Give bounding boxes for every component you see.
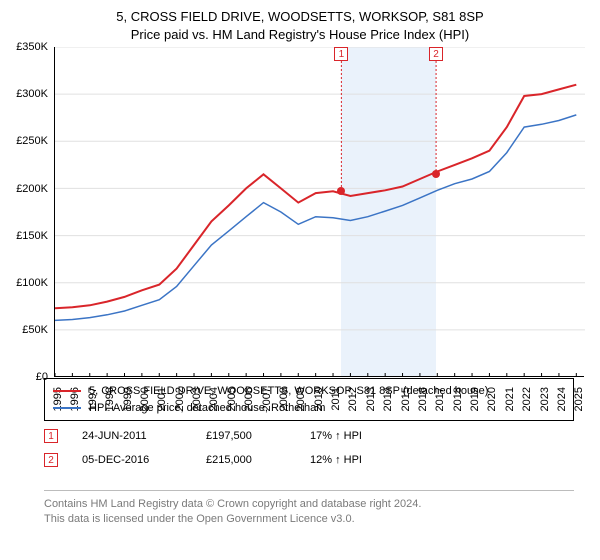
footer-line1: Contains HM Land Registry data © Crown c… (44, 497, 574, 512)
title-line1: 5, CROSS FIELD DRIVE, WOODSETTS, WORKSOP… (10, 8, 590, 26)
sale-row: 2 05-DEC-2016 £215,000 12% ↑ HPI (44, 448, 574, 472)
sale-price: £197,500 (206, 430, 286, 442)
sale-marker-box: 1 (44, 429, 58, 443)
legend: 5, CROSS FIELD DRIVE, WOODSETTS, WORKSOP… (44, 378, 574, 421)
sale-flag: 2 (429, 47, 443, 61)
legend-label: HPI: Average price, detached house, Roth… (89, 400, 325, 417)
series-subject (55, 85, 576, 309)
y-tick-label: £100K (16, 277, 48, 289)
sale-date: 24-JUN-2011 (82, 430, 182, 442)
chart-title: 5, CROSS FIELD DRIVE, WOODSETTS, WORKSOP… (10, 8, 590, 43)
x-tick-label: 2025 (573, 387, 585, 411)
sale-price: £215,000 (206, 454, 286, 466)
legend-swatch (53, 407, 81, 409)
sale-diff: 17% ↑ HPI (310, 430, 400, 442)
footer-attribution: Contains HM Land Registry data © Crown c… (44, 490, 574, 527)
legend-item: 5, CROSS FIELD DRIVE, WOODSETTS, WORKSOP… (53, 383, 565, 400)
sale-dot (337, 187, 345, 195)
y-tick-label: £300K (16, 88, 48, 100)
legend-swatch (53, 390, 81, 392)
plot-region: 12 (54, 47, 584, 377)
y-tick-label: £200K (16, 183, 48, 195)
series-hpi (55, 115, 576, 321)
sale-marker-box: 2 (44, 453, 58, 467)
sale-diff: 12% ↑ HPI (310, 454, 400, 466)
legend-label: 5, CROSS FIELD DRIVE, WOODSETTS, WORKSOP… (89, 383, 488, 400)
sale-date: 05-DEC-2016 (82, 454, 182, 466)
sales-table: 1 24-JUN-2011 £197,500 17% ↑ HPI 2 05-DEC-201… (44, 424, 574, 472)
y-tick-label: £50K (22, 324, 48, 336)
plot-svg (55, 47, 585, 377)
footer-line2: This data is licensed under the Open Gov… (44, 512, 574, 527)
container: 5, CROSS FIELD DRIVE, WOODSETTS, WORKSOP… (0, 0, 600, 560)
y-tick-label: £350K (16, 41, 48, 53)
sale-flag: 1 (334, 47, 348, 61)
legend-item: HPI: Average price, detached house, Roth… (53, 400, 565, 417)
y-axis-labels: £0£50K£100K£150K£200K£250K£300K£350K (10, 47, 52, 377)
chart-area: £0£50K£100K£150K£200K£250K£300K£350K 12 … (10, 47, 590, 419)
y-tick-label: £250K (16, 135, 48, 147)
sale-dot (432, 170, 440, 178)
title-line2: Price paid vs. HM Land Registry's House … (10, 26, 590, 44)
y-tick-label: £150K (16, 230, 48, 242)
sale-row: 1 24-JUN-2011 £197,500 17% ↑ HPI (44, 424, 574, 448)
